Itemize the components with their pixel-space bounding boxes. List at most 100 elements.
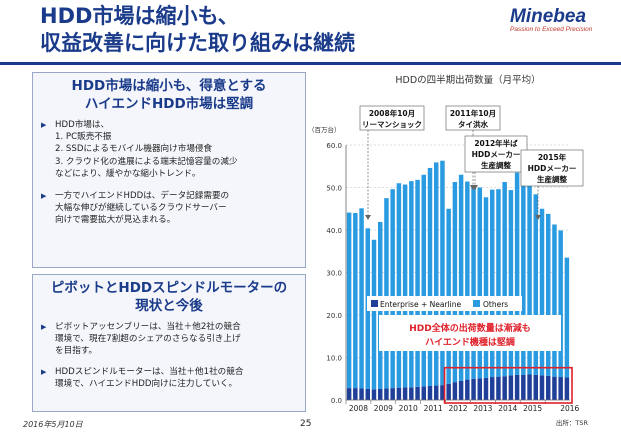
- bar-enterprise-nearline: [545, 375, 551, 400]
- callout-line-2: ハイエンド機種は堅調: [425, 336, 515, 348]
- bar-others: [353, 213, 358, 389]
- bar-enterprise-nearline: [539, 375, 545, 400]
- bullet-triangle-icon: ▶: [41, 323, 47, 331]
- bar-enterprise-nearline: [371, 389, 377, 400]
- bar-enterprise-nearline: [552, 376, 557, 400]
- bar-others: [409, 181, 414, 388]
- annotation-box: [464, 135, 528, 173]
- chart-callout: HDD全体の出荷数量は漸減も ハイエンド機種は堅調: [379, 315, 561, 351]
- bar-others: [489, 189, 495, 378]
- chart-legend: Enterprise + Nearline Others: [367, 296, 522, 311]
- bar-others: [502, 181, 507, 377]
- bullet-triangle-icon: ▶: [41, 367, 47, 376]
- y-tick-label: 50.0: [326, 185, 342, 193]
- text-line: 環境で、現在7割超のシェアのさらなる引き上げ: [55, 334, 241, 345]
- x-year-label: 2013: [473, 404, 492, 413]
- bar-enterprise-nearline: [465, 379, 470, 400]
- bullet-triangle-icon: ▶: [41, 192, 47, 201]
- annotation-text: 生産調整: [481, 160, 511, 170]
- bar-others: [415, 179, 420, 387]
- bar-others: [433, 162, 439, 386]
- x-year-label: 2008: [349, 404, 368, 413]
- legend-swatch-others: [473, 300, 480, 307]
- text-line: 向けで需要拡大が見込まれる。: [55, 215, 176, 226]
- bar-enterprise-nearline: [359, 388, 364, 400]
- brand-tagline: Passion to Exceed Precision: [510, 26, 593, 33]
- text-line: HDDスピンドルモーターは、当社＋他1社の競合: [55, 366, 244, 377]
- bar-others: [508, 190, 514, 376]
- legend-swatch-enterprise: [371, 300, 378, 307]
- annotation-text: 2008年10月: [369, 108, 415, 118]
- annotation-arrowhead-icon: [365, 215, 371, 220]
- annotation-text: 2012年半ば: [474, 138, 518, 148]
- bar-others: [545, 213, 551, 376]
- text-line: 大幅な伸びが継続しているクラウドサーバー: [55, 203, 227, 214]
- annotation-text: HDDメーカー: [528, 164, 577, 173]
- bar-others: [440, 160, 445, 386]
- bar-enterprise-nearline: [415, 386, 420, 400]
- y-tick-label: 30.0: [326, 270, 342, 278]
- y-tick-label: 10.0: [326, 355, 342, 363]
- bar-others: [465, 181, 470, 380]
- y-tick-label: 0.0: [331, 397, 342, 405]
- bar-enterprise-nearline: [521, 374, 526, 400]
- bar-others: [514, 172, 520, 375]
- text-line: 1. PC販売不振: [55, 132, 112, 143]
- legend-label-enterprise: Enterprise + Nearline: [380, 300, 461, 309]
- bar-enterprise-nearline: [533, 374, 539, 400]
- bar-enterprise-nearline: [440, 385, 445, 400]
- bar-enterprise-nearline: [353, 388, 358, 400]
- x-year-label: 2011: [424, 404, 443, 413]
- bar-enterprise-nearline: [514, 374, 520, 400]
- bar-enterprise-nearline: [502, 376, 507, 400]
- hdd-shipments-chart: HDDの四半期出荷数量（月平均） （百万台） 0.0 10.0 20.0 30.0 40…: [308, 74, 589, 427]
- text-line: を目指す。: [55, 346, 98, 357]
- annotation-text: 2011年10月: [450, 108, 496, 118]
- annotation-text: 2015年: [538, 152, 567, 162]
- pivot-header-line-2: 現状と今後: [135, 298, 203, 314]
- x-year-label: 2012: [448, 404, 467, 413]
- market-header-line-2: ハイエンドHDD市場は堅調: [84, 96, 254, 112]
- annotation-arrowhead-icon: [472, 185, 478, 190]
- bar-enterprise-nearline: [558, 377, 563, 400]
- text-line: HDD市場は、: [55, 120, 110, 130]
- bar-enterprise-nearline: [446, 383, 451, 400]
- title-line-1: HDD市場は縮小も、: [40, 4, 239, 28]
- bar-enterprise-nearline: [346, 388, 352, 400]
- bar-enterprise-nearline: [508, 375, 514, 400]
- bar-others: [452, 181, 458, 383]
- bar-others: [558, 230, 563, 378]
- bar-others: [396, 183, 402, 388]
- bar-enterprise-nearline: [458, 380, 464, 400]
- bar-others: [371, 239, 377, 390]
- title-line-2: 収益改善に向けた取り組みは継続: [40, 31, 355, 55]
- bar-enterprise-nearline: [433, 385, 439, 400]
- bar-others: [458, 174, 464, 381]
- market-summary-body: ▶ HDD市場は、 1. PC販売不振 2. SSDによるモバイル機器向け市場侵…: [33, 113, 305, 227]
- bar-others: [527, 182, 532, 375]
- annotation-box: [445, 105, 501, 131]
- bar-enterprise-nearline: [421, 386, 427, 400]
- bar-others: [402, 184, 408, 388]
- market-summary-box: HDD市場は縮小も、得意とする ハイエンドHDD市場は堅調 ▶ HDD市場は、 …: [32, 72, 306, 268]
- bar-enterprise-nearline: [483, 377, 489, 400]
- bar-enterprise-nearline: [384, 388, 389, 400]
- text-line: 一方でハイエンドHDDは、データ記録需要の: [55, 191, 230, 202]
- x-year-label: 2015: [523, 404, 542, 413]
- text-line: 3. クラウド化の進展による端末記憶容量の減少: [55, 156, 238, 167]
- bar-others: [427, 167, 433, 386]
- bar-enterprise-nearline: [377, 388, 383, 400]
- pivot-spindle-header: ピボットとHDDスピンドルモーターの 現状と今後: [33, 275, 305, 315]
- bar-enterprise-nearline: [564, 377, 570, 400]
- chart-source: 出所：TSR: [556, 418, 589, 427]
- bullet-item: ▶ HDDスピンドルモーターは、当社＋他1社の競合 環境で、ハイエンドHDD向け…: [41, 366, 297, 390]
- annotation-text: リーマンショック: [362, 119, 422, 129]
- bar-others: [384, 198, 389, 389]
- x-year-label: 2016: [560, 404, 579, 413]
- bar-others: [521, 173, 526, 375]
- pivot-spindle-body: ▶ ピボットアッセンブリーは、当社＋他2社の競合 環境で、現在7割超のシェアのさ…: [33, 315, 305, 390]
- annotation-arrowhead-icon: [535, 215, 541, 220]
- bar-enterprise-nearline: [489, 377, 495, 400]
- bullet-item: ▶ HDD市場は、 1. PC販売不振 2. SSDによるモバイル機器向け市場侵…: [41, 119, 297, 180]
